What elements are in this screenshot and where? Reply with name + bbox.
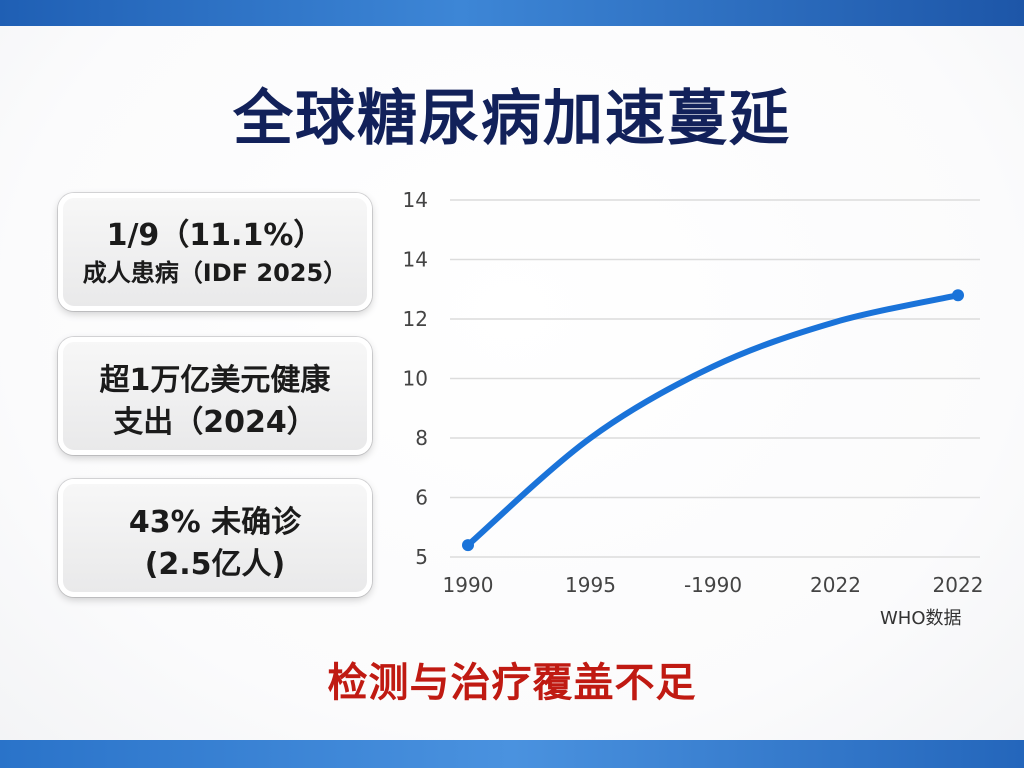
y-tick-label: 12	[403, 307, 428, 331]
y-tick-label: 6	[415, 486, 428, 510]
x-tick-label: 1995	[565, 573, 616, 597]
y-tick-label: 10	[403, 367, 428, 391]
top-band	[0, 0, 1024, 26]
series-line	[465, 292, 961, 549]
stat-card-undiagnosed: 43% 未确诊 (2.5亿人)	[58, 479, 372, 597]
stat-card-spending-line2: 支出（2024）	[113, 405, 317, 440]
slide-title: 全球糖尿病加速蔓延	[233, 84, 791, 154]
y-tick-label: 5	[415, 545, 428, 569]
chart-y-tick-labels: 14 14 12 10 8 6 5	[403, 188, 428, 569]
stat-card-prevalence: 1/9（11.1%） 成人患病（IDF 2025）	[58, 193, 372, 311]
data-point	[462, 539, 474, 552]
stat-card-prevalence-value: 1/9（11.1%）	[106, 218, 324, 253]
y-tick-label: 14	[403, 248, 428, 272]
x-tick-label: 1990	[443, 573, 494, 597]
bottom-band	[0, 740, 1024, 768]
data-point	[952, 289, 964, 302]
x-tick-label: 2022	[810, 573, 861, 597]
stat-card-spending-line1: 超1万亿美元健康	[99, 363, 331, 398]
chart-x-tick-labels: 1990 1995 -1990 2022 2022	[443, 573, 984, 597]
stat-card-undiagnosed-line2: (2.5亿人)	[144, 547, 286, 582]
chart-series	[462, 289, 964, 552]
y-tick-label: 14	[403, 188, 428, 212]
stat-card-spending: 超1万亿美元健康 支出（2024）	[58, 337, 372, 455]
x-tick-label: -1990	[684, 573, 742, 597]
chart-gridlines	[450, 199, 980, 558]
footer-callout: 检测与治疗覆盖不足	[327, 660, 697, 706]
stat-card-undiagnosed-line1: 43% 未确诊	[128, 505, 302, 540]
data-source-note: WHO数据	[880, 608, 962, 629]
x-tick-label: 2022	[933, 573, 984, 597]
stat-card-prevalence-label: 成人患病（IDF 2025）	[82, 259, 348, 287]
y-tick-label: 8	[415, 426, 428, 450]
